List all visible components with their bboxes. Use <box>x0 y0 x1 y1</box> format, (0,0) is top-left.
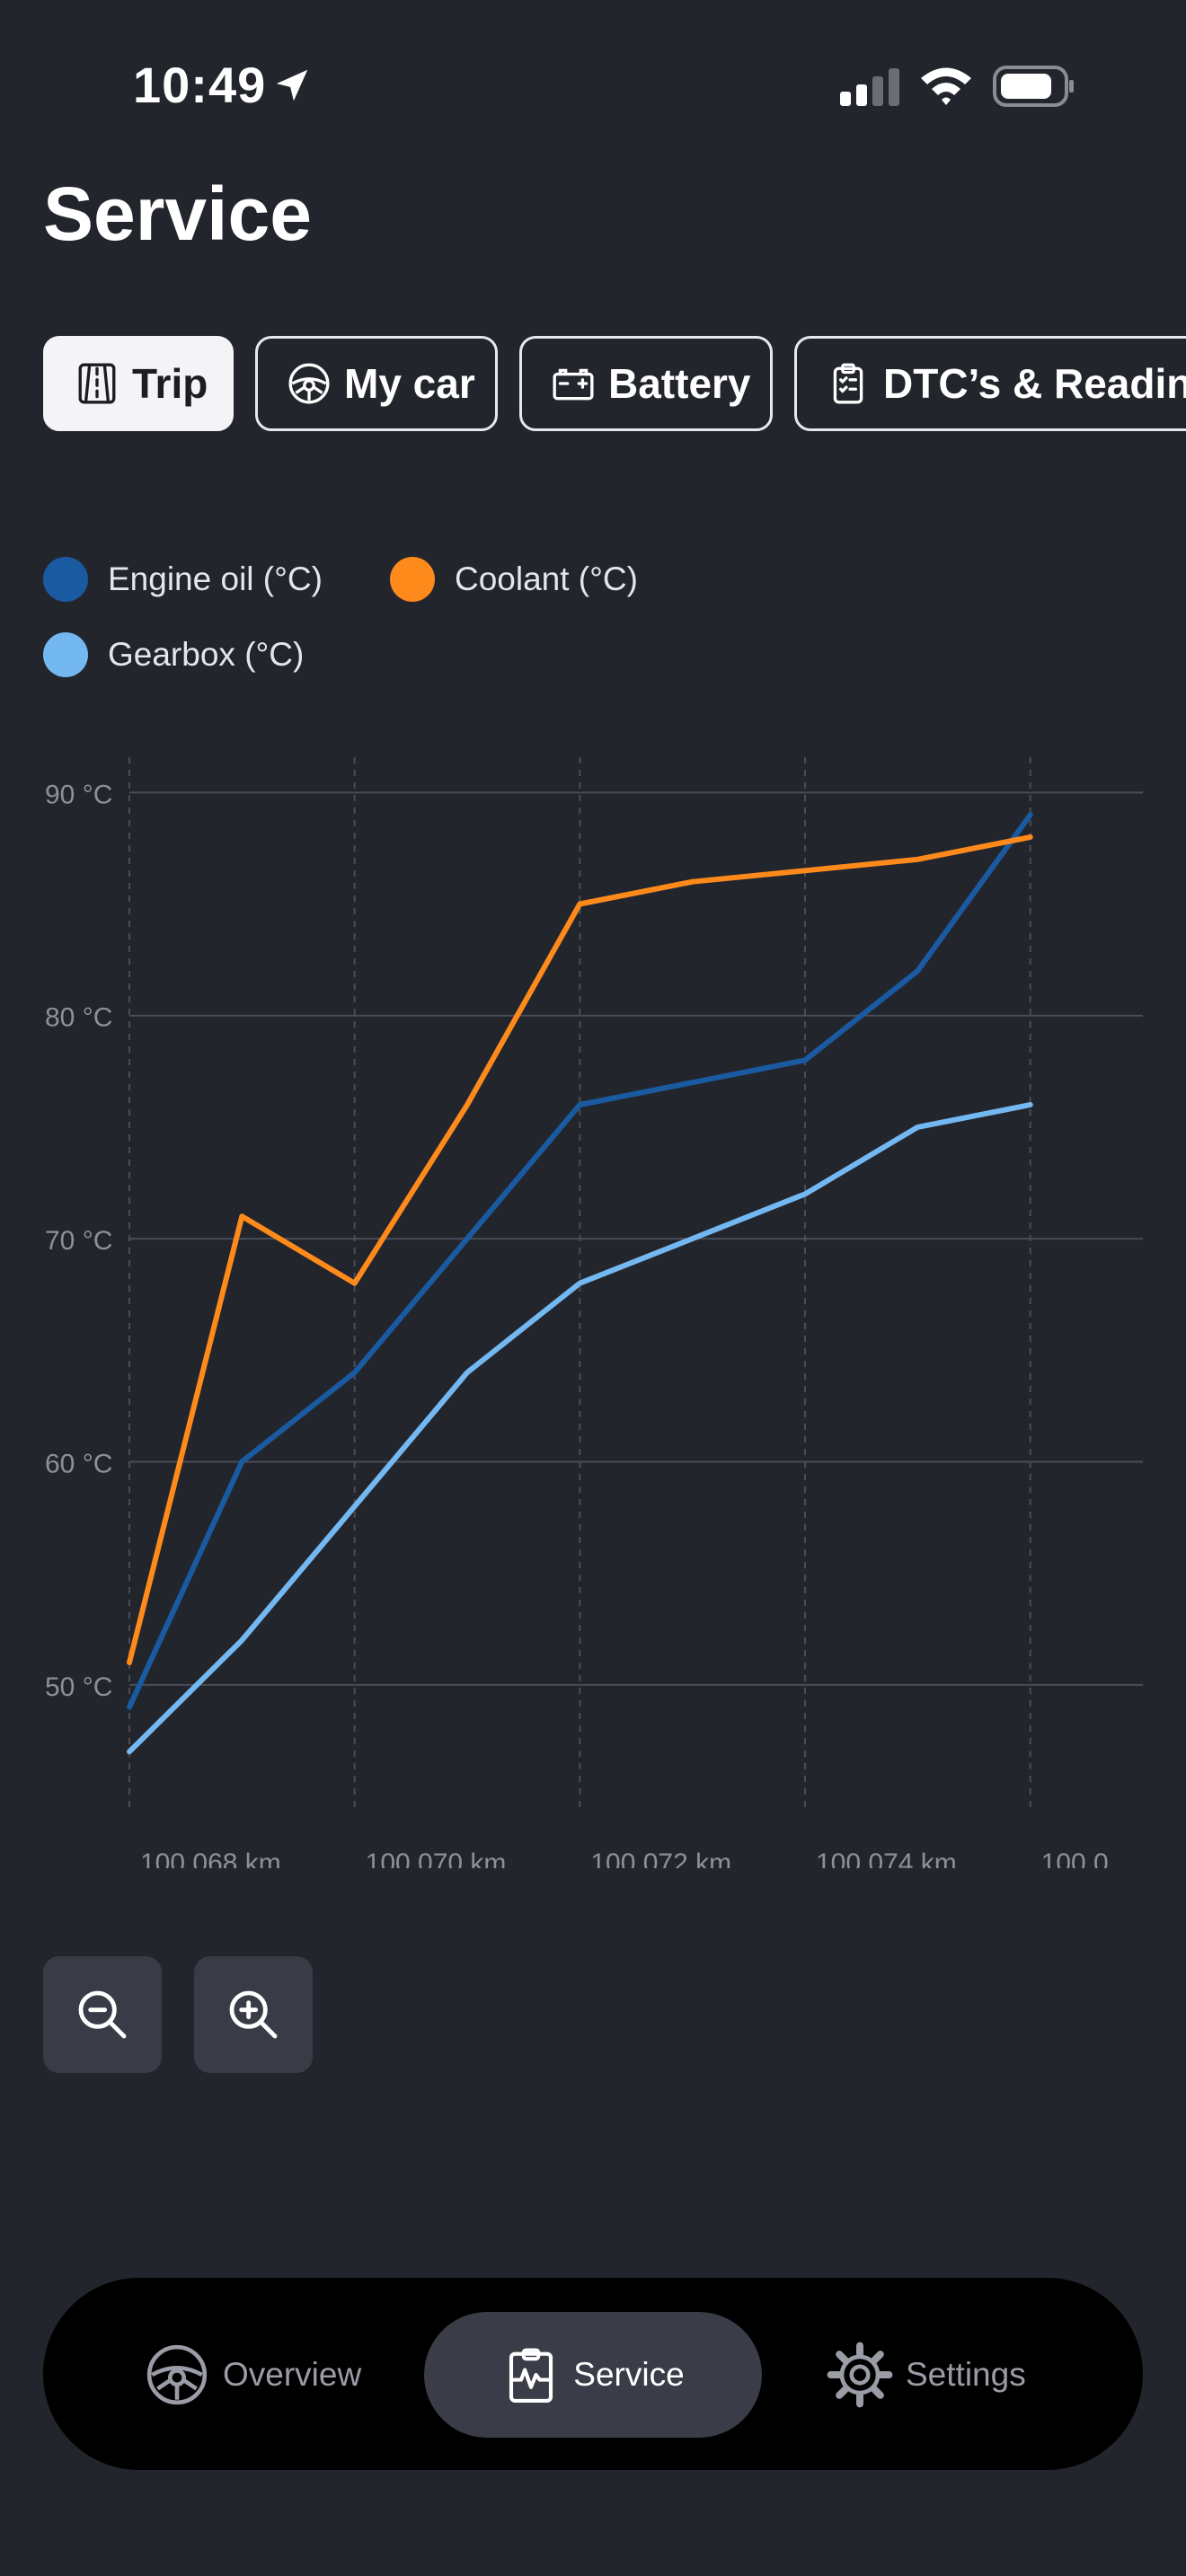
zoom-in-icon <box>229 1990 278 2039</box>
legend-item-engine-oil: Engine oil (°C) <box>43 557 323 602</box>
x-tick-label: 100,070 km <box>366 1848 507 1868</box>
steering-wheel-icon <box>288 363 330 404</box>
location-arrow-icon <box>276 69 308 101</box>
nav-label: Overview <box>223 2356 362 2393</box>
tab-battery[interactable]: Battery <box>519 336 773 431</box>
legend-dot <box>390 557 435 602</box>
y-tick-label: 60 °C <box>45 1449 112 1478</box>
x-tick-label: 100,0... <box>1041 1848 1131 1868</box>
zoom-in-button[interactable] <box>194 1956 313 2073</box>
tab-label: Trip <box>132 360 208 407</box>
gear-icon <box>827 2342 893 2408</box>
nav-label: Service <box>573 2356 685 2393</box>
page-title: Service <box>43 172 312 256</box>
tab-my-car[interactable]: My car <box>255 336 498 431</box>
y-tick-label: 50 °C <box>45 1672 112 1702</box>
cellular-signal-icon <box>840 68 899 106</box>
nav-item-settings[interactable]: Settings <box>827 2312 1026 2438</box>
x-tick-label: 100,074 km <box>816 1848 957 1868</box>
legend-label: Engine oil (°C) <box>108 560 323 597</box>
legend-dot <box>43 557 88 602</box>
segment-tabs: Trip My car Battery DTC’s & Readiness <box>43 336 1186 435</box>
temperature-line-chart[interactable]: 90 °C 80 °C 70 °C 60 °C 50 °C 100,068 km 100,0… <box>0 754 1186 1868</box>
y-tick-label: 90 °C <box>45 780 112 809</box>
car-battery-icon <box>553 368 594 401</box>
legend-label: Coolant (°C) <box>455 560 638 597</box>
tab-label: My car <box>344 360 475 407</box>
status-time: 10:49 <box>133 57 267 113</box>
wifi-icon <box>921 67 971 105</box>
status-bar: 10:49 <box>0 0 1186 171</box>
nav-item-service[interactable]: Service <box>424 2312 762 2438</box>
road-icon <box>78 363 116 404</box>
x-tick-label: 100,068 km <box>140 1848 281 1868</box>
nav-item-overview[interactable]: Overview <box>144 2312 361 2438</box>
steering-wheel-icon <box>146 2344 208 2405</box>
legend-item-gearbox: Gearbox (°C) <box>43 632 304 677</box>
zoom-out-icon <box>78 1990 127 2039</box>
y-tick-label: 80 °C <box>45 1003 112 1033</box>
x-tick-label: 100,072 km <box>590 1848 731 1868</box>
legend-dot <box>43 632 88 677</box>
clipboard-check-icon <box>833 363 863 404</box>
legend-label: Gearbox (°C) <box>108 636 305 673</box>
series-line-engine-oil <box>127 812 1033 1710</box>
battery-icon <box>993 66 1074 107</box>
tab-label: Battery <box>608 360 751 407</box>
clipboard-pulse-icon <box>509 2348 553 2403</box>
series-line-gearbox <box>127 1102 1033 1755</box>
tab-label: DTC’s & Readiness <box>883 360 1186 407</box>
series-line-coolant <box>127 834 1033 1665</box>
nav-label: Settings <box>906 2356 1026 2393</box>
tab-dtc-readiness[interactable]: DTC’s & Readiness <box>794 336 1186 431</box>
zoom-out-button[interactable] <box>43 1956 162 2073</box>
y-tick-label: 70 °C <box>45 1226 112 1256</box>
legend-item-coolant: Coolant (°C) <box>390 557 638 602</box>
bottom-tab-bar: Overview Service Settings <box>43 2278 1143 2470</box>
tab-trip[interactable]: Trip <box>43 336 234 431</box>
